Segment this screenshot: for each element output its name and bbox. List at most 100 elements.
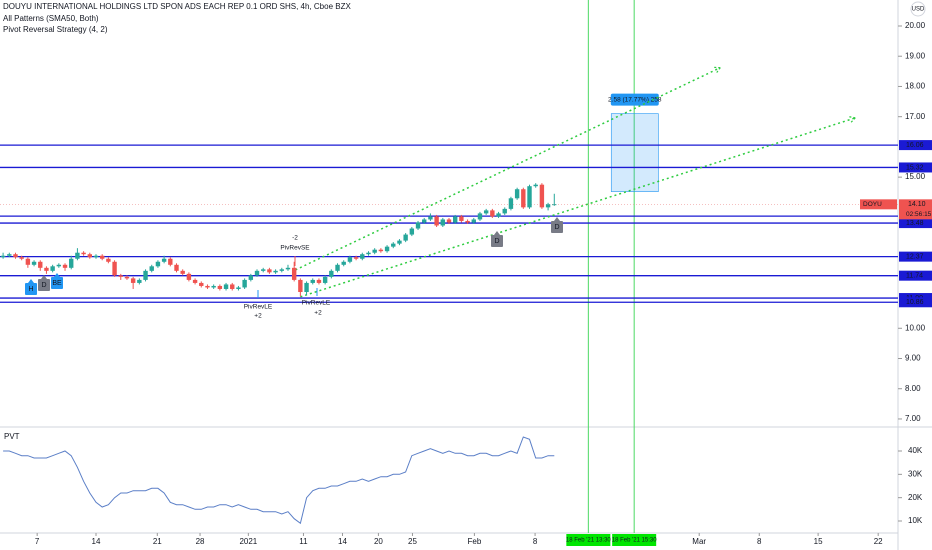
chart-title: DOUYU INTERNATIONAL HOLDINGS LTD SPON AD… bbox=[3, 2, 351, 11]
time-marker-box bbox=[566, 534, 611, 546]
candle-body bbox=[508, 198, 514, 209]
countdown: 02:56:15 bbox=[906, 211, 932, 218]
pane-title: PVT bbox=[4, 432, 20, 441]
y-tick-label: 8.00 bbox=[905, 384, 921, 393]
candle-body bbox=[366, 252, 371, 255]
candle-body bbox=[168, 258, 173, 265]
candle-body bbox=[50, 266, 55, 271]
pattern-label: D bbox=[494, 238, 499, 245]
hline-label-box bbox=[899, 270, 932, 281]
pattern-badge bbox=[25, 283, 37, 295]
candle-body bbox=[372, 249, 377, 253]
candle-body bbox=[124, 276, 130, 279]
candle-body bbox=[143, 270, 148, 280]
x-tick-label: 2021 bbox=[239, 537, 257, 546]
candle-body bbox=[428, 216, 433, 220]
candle-body bbox=[223, 284, 229, 289]
candle-body bbox=[230, 284, 235, 289]
pattern-pointer bbox=[494, 231, 500, 235]
candle-body bbox=[261, 269, 266, 271]
candle-body bbox=[533, 184, 538, 187]
strategy-label: +2 bbox=[314, 310, 322, 317]
hline-label: 13.48 bbox=[906, 220, 924, 227]
candle-body bbox=[483, 210, 489, 214]
measure-label-box bbox=[610, 93, 659, 106]
candle-body bbox=[452, 216, 458, 223]
candle-body bbox=[75, 252, 80, 259]
x-tick-label: 11 bbox=[299, 537, 308, 546]
trend-arrowhead bbox=[715, 67, 721, 75]
x-tick-label: 20 bbox=[374, 537, 383, 546]
y-tick-label: 19.00 bbox=[905, 51, 926, 60]
trend-arrowhead bbox=[849, 117, 856, 125]
currency-badge[interactable] bbox=[910, 1, 926, 17]
candle-body bbox=[384, 246, 390, 252]
y-tick-label: 20.00 bbox=[905, 21, 926, 30]
pattern-label: BE bbox=[52, 280, 62, 287]
x-tick-label: 8 bbox=[757, 537, 762, 546]
candle-body bbox=[161, 258, 167, 262]
candle-body bbox=[477, 213, 483, 220]
candle-body bbox=[310, 279, 315, 283]
candle-body bbox=[7, 254, 12, 256]
hline-label-box bbox=[899, 218, 932, 229]
candle-body bbox=[242, 279, 247, 288]
candle-body bbox=[99, 255, 105, 259]
x-tick-label: 15 bbox=[814, 537, 823, 546]
candle-body bbox=[391, 243, 396, 247]
indicator-name: Pivot Reversal Strategy (4, 2) bbox=[3, 25, 108, 34]
x-tick-label: 14 bbox=[92, 537, 101, 546]
candle-body bbox=[422, 219, 427, 223]
currency[interactable]: USD bbox=[912, 7, 925, 13]
x-tick-label: 22 bbox=[874, 537, 883, 546]
candle-body bbox=[112, 261, 117, 276]
candle-body bbox=[465, 220, 470, 223]
candle-body bbox=[285, 267, 291, 270]
candle-body bbox=[267, 269, 272, 273]
pattern-pointer bbox=[41, 275, 47, 279]
candle-body bbox=[81, 252, 86, 255]
hline-label: 11.74 bbox=[906, 273, 923, 280]
candle-body bbox=[527, 186, 532, 208]
y-tick-label: 10K bbox=[908, 516, 923, 525]
candle-body bbox=[378, 249, 384, 252]
measure-range bbox=[610, 113, 659, 192]
pattern-badge bbox=[51, 277, 63, 289]
candle-body bbox=[279, 269, 284, 271]
candle-body bbox=[440, 219, 446, 226]
candle-body bbox=[360, 254, 365, 259]
time-marker-label: 18 Feb '21 13:30 bbox=[566, 538, 612, 544]
pattern-pointer bbox=[54, 273, 60, 277]
candle-body bbox=[19, 257, 24, 259]
candle-body bbox=[403, 234, 408, 241]
time-marker-label: 18 Feb '21 15:30 bbox=[612, 538, 658, 544]
pvt-line bbox=[3, 436, 555, 525]
x-tick-label: 21 bbox=[153, 537, 162, 546]
x-tick-label: 7 bbox=[35, 537, 40, 546]
candle-body bbox=[459, 216, 464, 221]
candle-body bbox=[93, 255, 99, 258]
candle-body bbox=[211, 285, 216, 288]
trend-line bbox=[300, 117, 856, 298]
candle-body bbox=[62, 264, 68, 268]
symbol-label: DOYU bbox=[863, 201, 882, 208]
candle-body bbox=[471, 219, 476, 223]
strategy-label: PivRevSE bbox=[280, 245, 310, 252]
candle-body bbox=[254, 270, 260, 276]
strategy-label: -2 bbox=[292, 235, 298, 242]
candle-body bbox=[236, 287, 241, 289]
hline-label-box bbox=[899, 251, 932, 262]
last-price-label: 14.10 bbox=[908, 201, 926, 208]
candle-body bbox=[44, 267, 49, 271]
x-tick-label: 25 bbox=[408, 537, 417, 546]
hline-label-box bbox=[899, 140, 932, 151]
hline-label: 10.86 bbox=[906, 299, 924, 306]
y-tick-label: 17.00 bbox=[905, 112, 926, 121]
y-tick-label: 40K bbox=[908, 446, 923, 455]
candle-body bbox=[69, 258, 74, 268]
candle-body bbox=[316, 279, 322, 283]
indicator-name: All Patterns (SMA50, Both) bbox=[3, 14, 99, 23]
x-tick-label: 14 bbox=[338, 537, 347, 546]
candle-body bbox=[248, 275, 254, 280]
candle-body bbox=[434, 216, 439, 226]
